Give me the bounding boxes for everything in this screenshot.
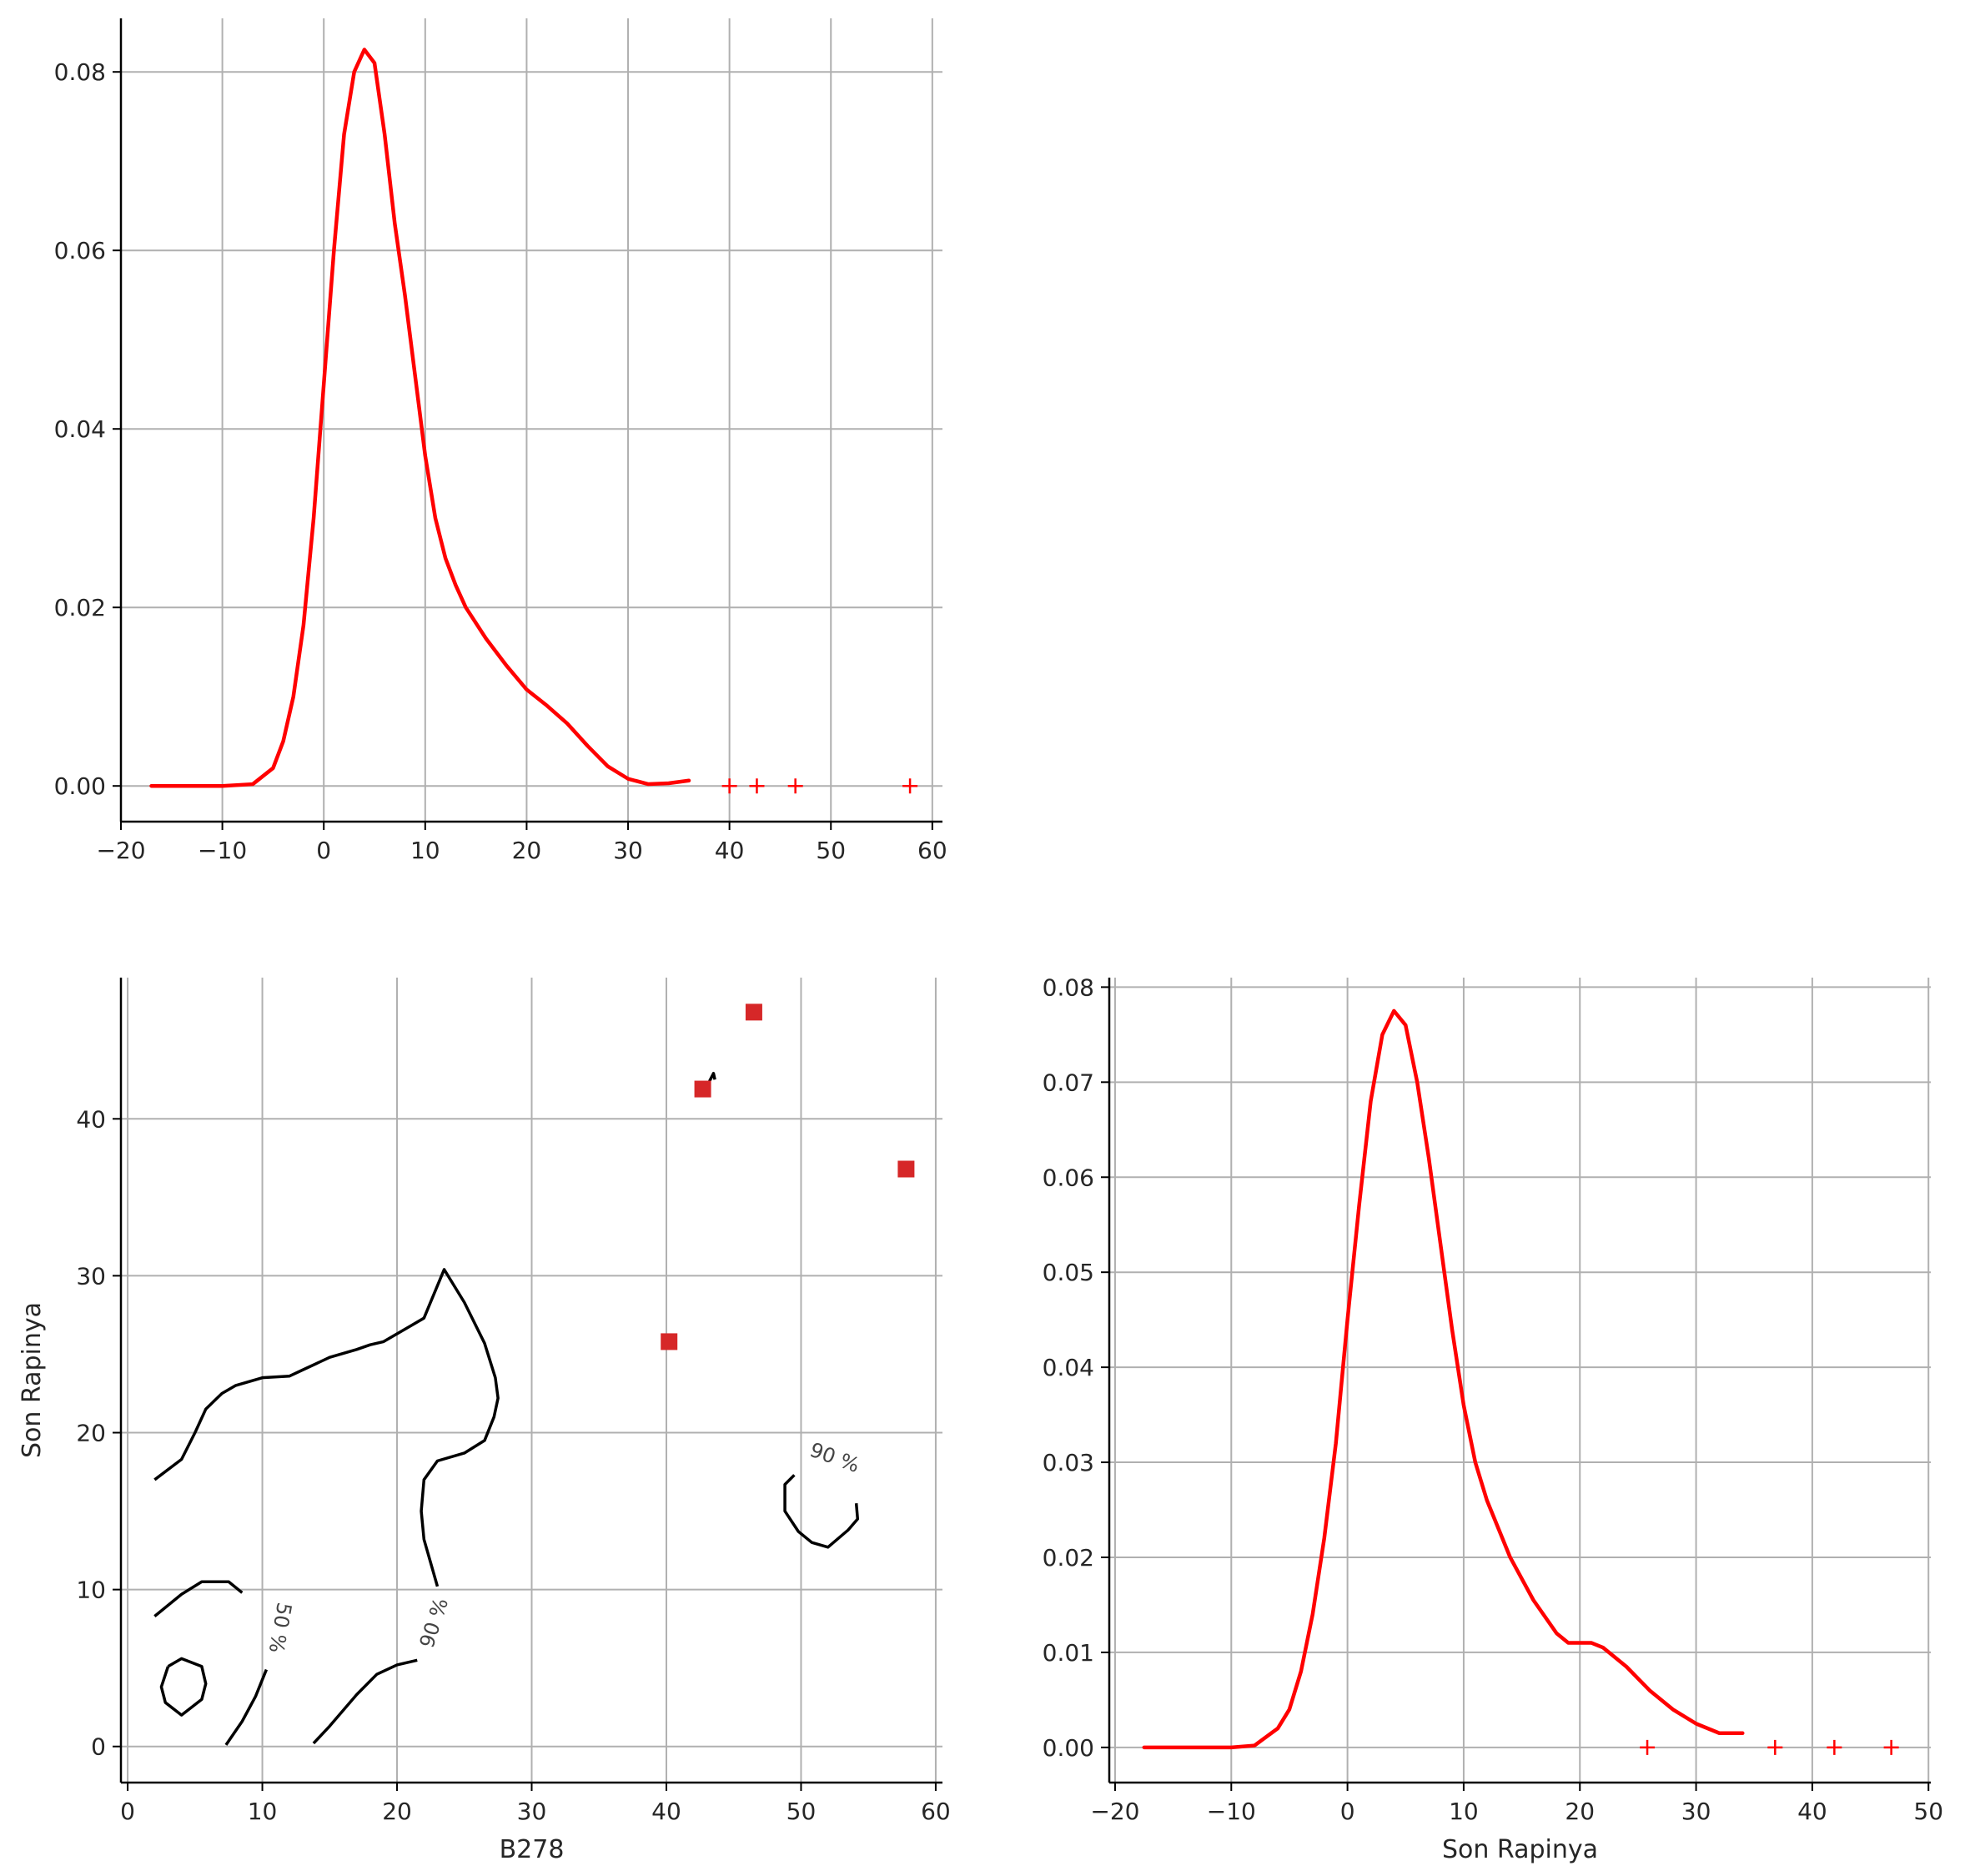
scatter-point xyxy=(897,1160,914,1177)
outlier-marker xyxy=(788,778,803,793)
outlier-marker xyxy=(1827,1740,1842,1755)
x-tick-label: 50 xyxy=(787,1798,817,1825)
y-tick-label: 0.07 xyxy=(1043,1069,1094,1096)
x-tick-label: 20 xyxy=(512,837,542,864)
y-tick-label: 0.04 xyxy=(54,415,106,443)
y-tick-label: 40 xyxy=(76,1105,106,1133)
y-tick-label: 0.06 xyxy=(54,237,106,264)
outlier-marker xyxy=(1767,1740,1782,1755)
y-tick-label: 0.05 xyxy=(1043,1259,1094,1286)
y-tick-label: 0.08 xyxy=(1043,973,1094,1001)
density-curve xyxy=(1144,1011,1743,1748)
y-tick-label: 0.01 xyxy=(1043,1639,1094,1667)
panel-bottom-right-density: −20 −10 0 10 20 30 40 50 0.00 0.01 0.02 0.03 0.04 0.0… xyxy=(1043,973,1943,1864)
y-tick-label: 0.08 xyxy=(54,58,106,86)
scatter-point xyxy=(695,1081,711,1098)
outlier-marker xyxy=(1640,1740,1655,1755)
x-tick-label: 40 xyxy=(1797,1798,1827,1825)
x-tick-label: −10 xyxy=(198,837,247,864)
contour-label: 50 % xyxy=(264,1601,296,1655)
x-tick-label: −20 xyxy=(1090,1798,1139,1825)
y-tick-label: 0.03 xyxy=(1043,1449,1094,1476)
panel-top-left-density: −20 −10 0 10 20 30 40 50 60 0.00 0.02 0.04 0.06 0.08 xyxy=(54,18,947,864)
y-tick-label: 0.04 xyxy=(1043,1354,1094,1381)
y-tick-label: 0.02 xyxy=(1043,1544,1094,1572)
contour-line xyxy=(785,1475,857,1547)
outlier-marker xyxy=(1884,1740,1899,1755)
x-tick-label: 50 xyxy=(1913,1798,1943,1825)
y-tick-label: 10 xyxy=(76,1577,106,1604)
y-tick-label: 30 xyxy=(76,1262,106,1290)
y-tick-label: 0 xyxy=(91,1733,106,1761)
y-tick-label: 0.02 xyxy=(54,594,106,621)
x-tick-label: 40 xyxy=(715,837,745,864)
contour-line xyxy=(710,1074,715,1081)
scatter-point xyxy=(661,1333,677,1350)
x-tick-label: 30 xyxy=(613,837,643,864)
x-tick-label: −20 xyxy=(96,837,145,864)
outlier-marker xyxy=(722,778,737,793)
x-tick-label: 60 xyxy=(921,1798,951,1825)
y-axis-label: Son Rapinya xyxy=(18,1302,47,1458)
x-tick-label: 0 xyxy=(316,837,331,864)
x-tick-label: −10 xyxy=(1207,1798,1256,1825)
contour-label: 90 % xyxy=(807,1438,862,1477)
y-tick-label: 0.06 xyxy=(1043,1164,1094,1191)
panel-bottom-left-scatter: 0 10 20 30 40 50 60 0 10 20 30 40 B278 Son Rapinya 90 … xyxy=(18,978,951,1864)
x-tick-label: 10 xyxy=(248,1798,278,1825)
x-tick-label: 0 xyxy=(120,1798,135,1825)
y-tick-label: 20 xyxy=(76,1420,106,1447)
x-axis-label: B278 xyxy=(500,1835,565,1864)
x-tick-label: 20 xyxy=(382,1798,412,1825)
x-tick-label: 10 xyxy=(410,837,440,864)
x-tick-label: 60 xyxy=(917,837,947,864)
x-axis-label: Son Rapinya xyxy=(1442,1835,1598,1864)
contour-line xyxy=(154,1270,498,1587)
contour-line xyxy=(314,1660,417,1743)
contour-line xyxy=(154,1582,242,1616)
y-tick-label: 0.00 xyxy=(54,772,106,800)
contour-label: 90 % xyxy=(415,1595,453,1651)
outlier-marker xyxy=(902,778,917,793)
x-tick-label: 30 xyxy=(517,1798,547,1825)
contour-line xyxy=(226,1670,266,1745)
x-tick-label: 20 xyxy=(1565,1798,1595,1825)
x-tick-label: 50 xyxy=(816,837,846,864)
x-tick-label: 30 xyxy=(1681,1798,1711,1825)
x-tick-label: 0 xyxy=(1340,1798,1355,1825)
x-tick-label: 40 xyxy=(651,1798,681,1825)
scatter-point xyxy=(746,1003,762,1020)
y-tick-label: 0.00 xyxy=(1043,1734,1094,1762)
x-tick-label: 10 xyxy=(1449,1798,1479,1825)
outlier-marker xyxy=(749,778,764,793)
density-curve xyxy=(151,49,689,786)
contour-line xyxy=(161,1658,205,1715)
